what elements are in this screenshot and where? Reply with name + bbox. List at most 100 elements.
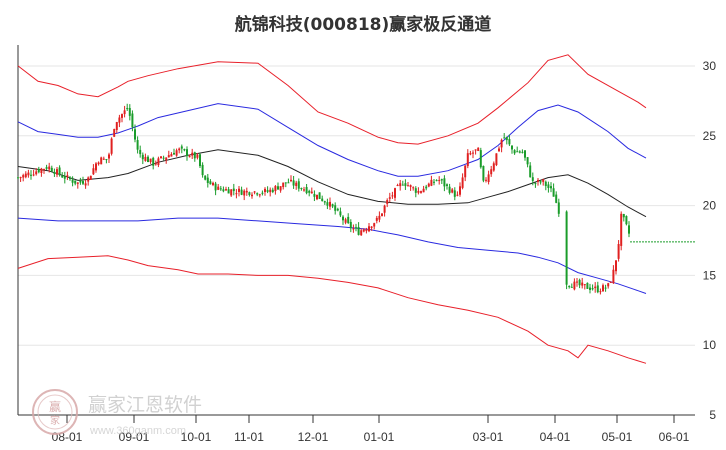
candle-body (570, 286, 573, 288)
y-tick-label: 30 (703, 59, 717, 73)
candle-body (313, 194, 316, 197)
candle-body (105, 159, 108, 161)
candle-body (591, 288, 594, 290)
band-center (17, 149, 647, 218)
candle-body (219, 188, 222, 190)
candle-body (555, 194, 558, 203)
candle-body (469, 153, 472, 155)
candle-body (58, 167, 61, 175)
y-axis-ticks: 5 10 15 20 25 30 (703, 59, 717, 422)
candle-body (209, 181, 212, 185)
candle-body (516, 151, 519, 153)
candle-body (63, 176, 66, 179)
candle-body (521, 151, 524, 153)
candle-body (381, 213, 383, 216)
candle-body (620, 213, 623, 246)
candle-body (118, 117, 121, 123)
candle-body (110, 138, 113, 154)
band-outer_upper (17, 54, 647, 145)
candle-body (97, 162, 100, 165)
candle-body (401, 184, 404, 186)
candle-body (427, 183, 430, 187)
candle-body (144, 156, 147, 161)
candle-body (287, 182, 290, 184)
candle-body (352, 228, 355, 230)
band-inner_upper (17, 103, 647, 177)
candle-body (378, 215, 381, 220)
candle-body (316, 194, 318, 200)
candle-body (487, 174, 490, 183)
candle-body (464, 165, 467, 178)
candle-body (596, 285, 599, 293)
candle-body (24, 173, 27, 178)
candle-body (100, 157, 103, 165)
candle-body (344, 219, 347, 223)
candle-body (240, 189, 243, 195)
candle-body (453, 190, 456, 197)
candle-body (448, 186, 451, 193)
candle-body (511, 145, 513, 150)
candle-body (435, 180, 438, 182)
candle-body (121, 114, 123, 118)
candle-body (622, 213, 625, 218)
candle-body (277, 186, 279, 190)
candle-body (479, 150, 482, 168)
candle-body (136, 140, 139, 150)
candle-body (617, 244, 620, 259)
candle-body (472, 152, 474, 154)
x-tick-label: 11-01 (234, 430, 264, 444)
candle-body (102, 158, 105, 160)
chart-title: 航锦科技(000818)赢家极反通道 (235, 14, 492, 35)
candle-body (157, 158, 160, 166)
candle-body (131, 113, 134, 128)
candle-body (248, 192, 251, 196)
candle-body (430, 179, 433, 186)
candle-body (71, 179, 74, 183)
candlesticks (17, 103, 630, 295)
candle-body (251, 194, 253, 197)
candle-body (355, 227, 357, 229)
candle-body (388, 197, 391, 199)
candle-body (490, 169, 493, 175)
candle-body (550, 186, 552, 189)
candle-body (526, 157, 529, 165)
candle-body (612, 269, 615, 284)
y-tick-label: 20 (703, 199, 717, 213)
candle-body (557, 202, 560, 214)
watermark-url: www.360ganm.com (89, 425, 186, 437)
candle-body (505, 136, 508, 141)
candle-body (126, 108, 129, 110)
candle-body (27, 172, 30, 176)
x-tick-label: 03-01 (473, 430, 504, 444)
candle-body (383, 205, 386, 213)
candle-body (420, 191, 422, 193)
candle-body (87, 177, 90, 182)
candle-body (292, 180, 295, 186)
candle-body (414, 188, 417, 193)
candle-body (178, 148, 181, 151)
candle-body (232, 188, 235, 192)
candle-body (82, 181, 84, 184)
candle-body (134, 129, 136, 140)
candle-body (279, 186, 282, 191)
candle-body (482, 165, 485, 181)
candle-body (375, 217, 378, 221)
candle-body (61, 175, 64, 178)
x-tick-label: 01-01 (364, 430, 395, 444)
candle-body (542, 179, 545, 182)
grid-lines (18, 65, 695, 346)
candle-body (95, 163, 97, 171)
candle-body (492, 163, 495, 171)
candle-body (35, 171, 38, 175)
candle-body (477, 147, 480, 152)
candle-body (115, 122, 118, 131)
candle-body (604, 287, 607, 289)
candle-body (188, 156, 191, 158)
watermark-seal-icon (32, 389, 78, 435)
y-tick-label: 5 (709, 408, 716, 422)
candle-body (238, 188, 240, 192)
candle-body (524, 150, 526, 158)
candle-body (235, 193, 238, 195)
candle-body (573, 281, 576, 290)
candle-body (17, 177, 19, 179)
